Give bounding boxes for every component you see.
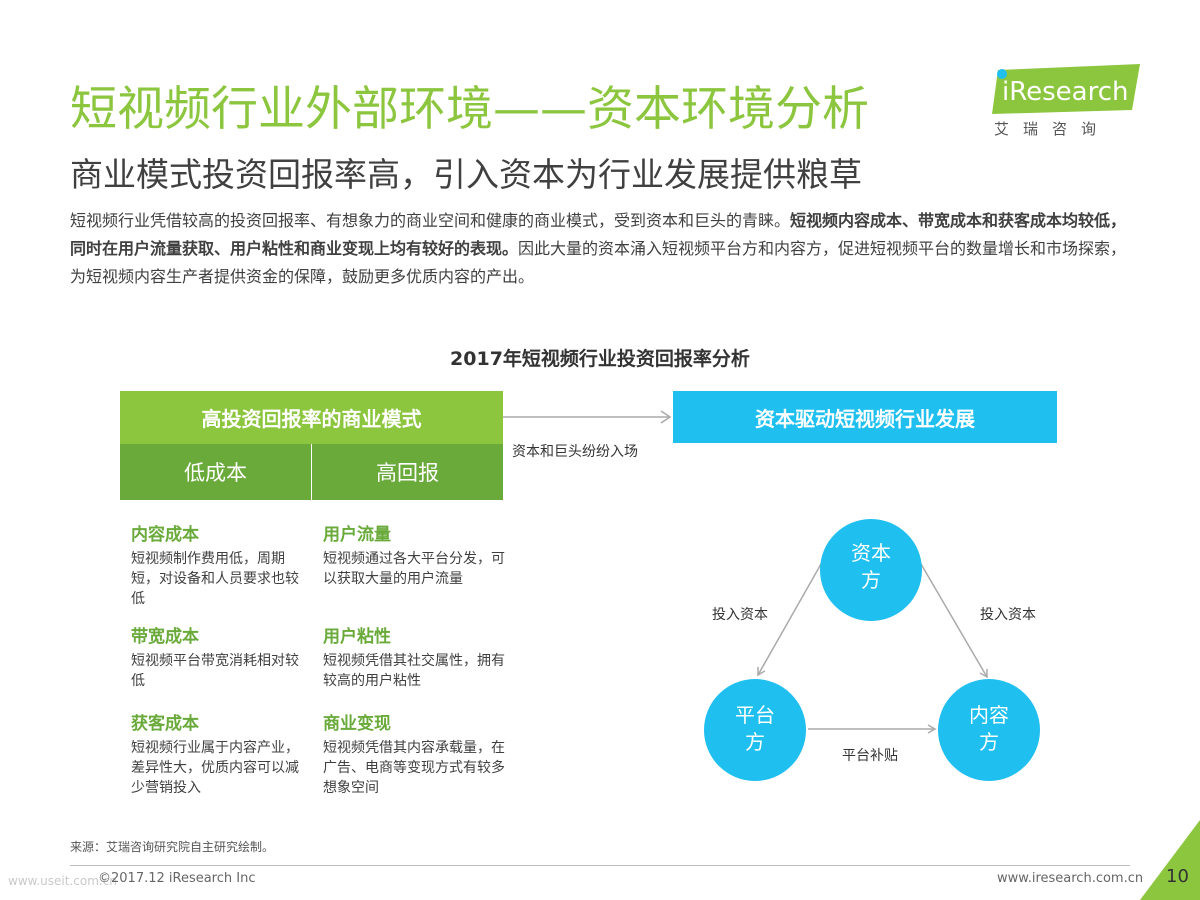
feature-user-stickiness: 用户粘性 短视频凭借其社交属性，拥有较高的用户粘性 (323, 622, 509, 691)
iresearch-logo: iResearch (992, 64, 1140, 114)
feature-desc: 短视频凭借其社交属性，拥有较高的用户粘性 (323, 653, 505, 689)
feature-desc: 短视频通过各大平台分发，可以获取大量的用户流量 (323, 551, 505, 587)
capital-node-line2: 方 (861, 568, 881, 592)
page-number: 10 (1166, 866, 1189, 887)
flow-arrow (503, 410, 672, 424)
capital-node-line1: 资本 (851, 541, 891, 565)
feature-title: 获客成本 (131, 714, 199, 734)
feature-bandwidth-cost: 带宽成本 短视频平台带宽消耗相对较低 (131, 622, 303, 691)
high-return-cell: 高回报 (312, 444, 503, 500)
logo-text: iResearch (1002, 77, 1128, 107)
feature-desc: 短视频平台带宽消耗相对较低 (131, 653, 299, 689)
feature-desc: 短视频行业属于内容产业，差异性大，优质内容可以减少营销投入 (131, 740, 299, 796)
platform-node-line2: 方 (745, 730, 765, 754)
page-title: 短视频行业外部环境——资本环境分析 (70, 82, 869, 137)
low-cost-cell: 低成本 (120, 444, 311, 500)
feature-user-traffic: 用户流量 短视频通过各大平台分发，可以获取大量的用户流量 (323, 520, 509, 589)
platform-node (704, 679, 806, 781)
intro-paragraph: 短视频行业凭借较高的投资回报率、有想象力的商业空间和健康的商业模式，受到资本和巨… (70, 207, 1140, 291)
edge-right-arrow (920, 563, 988, 679)
right-edge-label: 投入资本 (980, 607, 1036, 623)
business-model-box: 高投资回报率的商业模式 (120, 391, 503, 444)
source-note: 来源：艾瑞咨询研究院自主研究绘制。 (70, 840, 275, 854)
copyright: ©2017.12 iResearch Inc (98, 871, 256, 886)
page-subtitle: 商业模式投资回报率高，引入资本为行业发展提供粮草 (70, 155, 862, 194)
intro-part1: 短视频行业凭借较高的投资回报率、有想象力的商业空间和健康的商业模式，受到资本和巨… (70, 211, 791, 230)
capital-cycle-diagram: 资本 方 平台 方 内容 方 投入资本 投入资本 平台补贴 (704, 519, 1040, 781)
intro-bold: 短视频内容成本、带宽成本和获客成本均较低，同时在用户流量获取、用户粘性和商业变现… (70, 211, 1127, 258)
feature-title: 带宽成本 (131, 627, 199, 647)
feature-content-cost: 内容成本 短视频制作费用低，周期短，对设备和人员要求也较低 (131, 520, 303, 609)
feature-title: 商业变现 (323, 714, 391, 734)
capital-driven-box: 资本驱动短视频行业发展 (673, 391, 1057, 443)
content-node-line2: 方 (979, 730, 999, 754)
capital-node (820, 519, 922, 621)
left-edge-label: 投入资本 (712, 607, 768, 623)
feature-desc: 短视频凭借其内容承载量，在广告、电商等变现方式有较多想象空间 (323, 740, 505, 796)
bottom-edge-label: 平台补贴 (842, 748, 898, 764)
feature-title: 内容成本 (131, 525, 199, 545)
feature-acquisition-cost: 获客成本 短视频行业属于内容产业，差异性大，优质内容可以减少营销投入 (131, 709, 303, 798)
corner-decoration (1140, 820, 1200, 900)
arrow-label: 资本和巨头纷纷入场 (512, 444, 638, 460)
logo-chinese: 艾瑞咨询 (994, 120, 1111, 138)
watermark: www.useit.com.cn (8, 874, 117, 888)
feature-title: 用户流量 (323, 525, 391, 545)
edge-left-arrow (757, 563, 822, 677)
feature-desc: 短视频制作费用低，周期短，对设备和人员要求也较低 (131, 551, 299, 607)
platform-node-line1: 平台 (735, 703, 775, 727)
content-node (938, 679, 1040, 781)
intro-part2: 因此大量的资本涌入短视频平台方和内容方，促进短视频平台的数量增长和市场探索，为短… (70, 239, 1127, 286)
content-node-line1: 内容 (969, 703, 1009, 727)
feature-monetization: 商业变现 短视频凭借其内容承载量，在广告、电商等变现方式有较多想象空间 (323, 709, 509, 798)
feature-title: 用户粘性 (323, 627, 391, 647)
website-link[interactable]: www.iresearch.com.cn (997, 871, 1144, 886)
footer-divider (70, 865, 1130, 866)
diagram-title: 2017年短视频行业投资回报率分析 (450, 348, 750, 370)
